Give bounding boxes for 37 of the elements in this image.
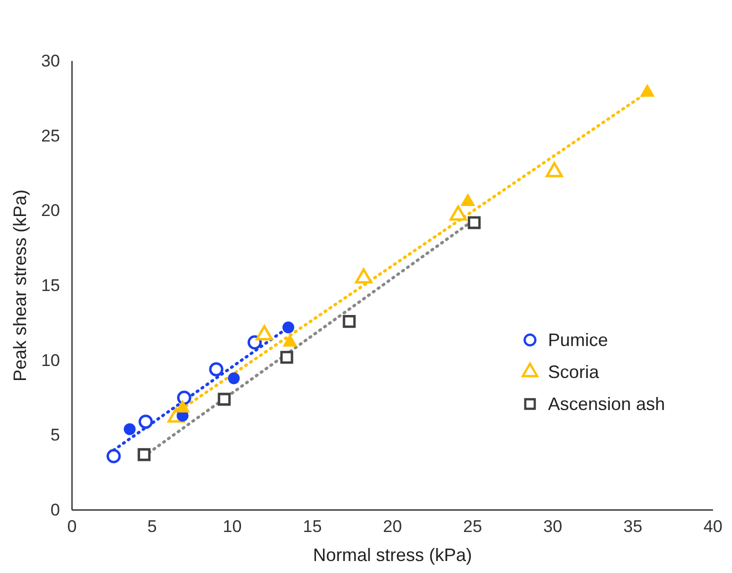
x-tick-label: 10 xyxy=(222,517,242,536)
x-tick-label: 20 xyxy=(383,517,402,536)
x-tick-label: 40 xyxy=(704,517,722,536)
point xyxy=(640,84,655,97)
point xyxy=(280,350,294,364)
point xyxy=(177,390,192,405)
y-tick-label: 25 xyxy=(41,126,60,146)
point xyxy=(209,362,224,376)
point xyxy=(460,193,476,206)
point xyxy=(450,205,467,221)
x-tick-label: 30 xyxy=(543,517,562,536)
point xyxy=(106,449,121,464)
x-tick-label: 0 xyxy=(67,517,77,536)
point xyxy=(546,162,563,178)
point xyxy=(282,322,294,334)
point xyxy=(124,423,136,436)
x-tick-label: 15 xyxy=(302,517,322,536)
y-axis-title: Peak shear stress (kPa) xyxy=(10,189,30,382)
point xyxy=(138,414,153,429)
legend-label: Ascension ash xyxy=(548,394,666,414)
point xyxy=(228,372,240,384)
y-tick-label: 10 xyxy=(41,350,60,370)
y-tick-label: 20 xyxy=(41,201,60,220)
point xyxy=(342,314,356,328)
x-tick-label: 35 xyxy=(623,517,642,536)
point xyxy=(218,392,231,406)
y-tick-label: 5 xyxy=(50,426,60,445)
y-tick-label: 30 xyxy=(41,51,60,70)
x-tick-label: 5 xyxy=(147,517,157,536)
legend-label: Pumice xyxy=(548,330,608,350)
x-axis-title: Normal stress (kPa) xyxy=(312,545,472,565)
x-tick-label: 25 xyxy=(463,517,482,536)
point xyxy=(355,268,372,284)
y-tick-label: 0 xyxy=(50,500,60,520)
y-tick-label: 15 xyxy=(41,276,60,295)
legend-label: Scoria xyxy=(548,362,600,382)
point xyxy=(138,448,151,462)
